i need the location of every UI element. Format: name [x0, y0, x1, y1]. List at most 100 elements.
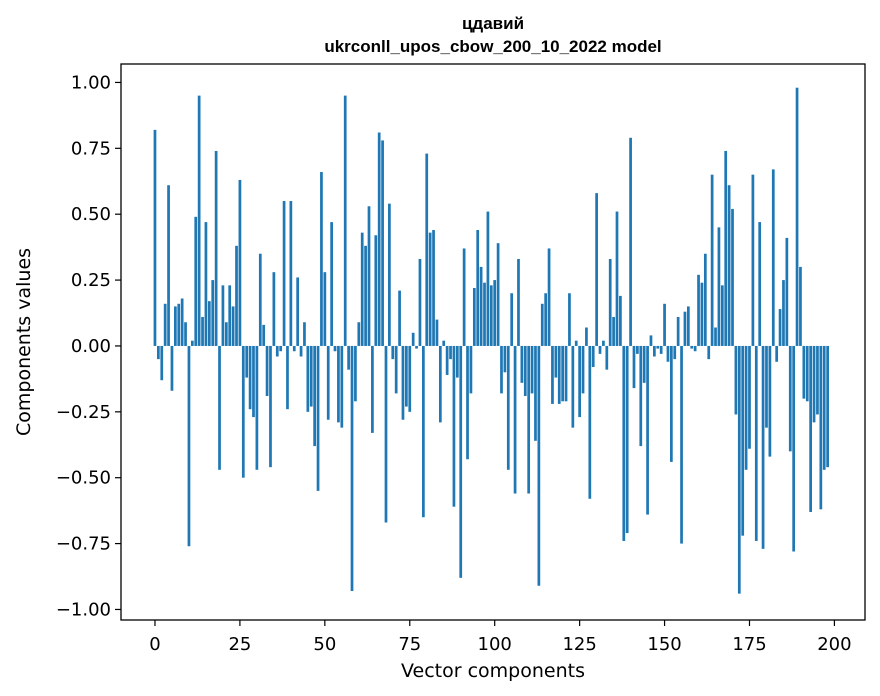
- bar-36: [275, 345, 279, 357]
- bar-9: [184, 322, 187, 346]
- bar-126: [581, 345, 585, 394]
- bar-171: [734, 345, 738, 415]
- bar-39: [286, 345, 289, 410]
- bar-3: [163, 303, 167, 346]
- bar-120: [561, 345, 564, 402]
- bar-97: [483, 282, 486, 346]
- bar-118: [554, 345, 558, 378]
- bar-183: [775, 345, 779, 362]
- bar-54: [337, 345, 340, 423]
- chart-subtitle: ukrconll_upos_cbow_200_10_2022 model: [324, 37, 661, 56]
- bar-79: [422, 345, 425, 518]
- bar-43: [299, 345, 303, 357]
- bar-29: [252, 345, 255, 418]
- x-tick-label: 50: [313, 634, 336, 655]
- bar-186: [785, 237, 789, 346]
- bar-141: [632, 345, 636, 389]
- bar-106: [513, 345, 517, 494]
- bar-188: [792, 345, 796, 552]
- y-tick-label: 0.50: [71, 204, 111, 225]
- bar-52: [330, 222, 333, 346]
- bar-197: [822, 345, 826, 470]
- bar-168: [724, 150, 728, 346]
- x-tick-label: 0: [149, 634, 160, 655]
- bar-49: [320, 172, 323, 346]
- x-axis-label: Vector components: [401, 660, 585, 682]
- bar-185: [782, 280, 785, 346]
- bar-128: [588, 345, 592, 499]
- bar-104: [506, 345, 510, 470]
- bar-28: [248, 345, 252, 410]
- bar-182: [771, 169, 775, 346]
- bar-72: [398, 290, 401, 346]
- bar-59: [354, 345, 357, 402]
- bar-2: [160, 345, 164, 381]
- bar-173: [741, 345, 745, 536]
- bar-146: [649, 335, 653, 346]
- bar-76: [411, 332, 415, 346]
- bar-86: [445, 345, 449, 375]
- bar-8: [180, 298, 184, 346]
- bar-114: [540, 303, 544, 346]
- bar-85: [442, 340, 446, 346]
- bar-15: [204, 222, 208, 346]
- bar-62: [364, 245, 367, 346]
- bar-187: [788, 345, 792, 452]
- bar-169: [727, 185, 731, 346]
- bar-172: [737, 345, 741, 594]
- bar-30: [255, 345, 259, 470]
- bar-11: [190, 340, 194, 346]
- bar-93: [469, 345, 473, 394]
- bar-148: [656, 345, 660, 349]
- bar-177: [754, 345, 758, 541]
- bar-66: [377, 132, 381, 346]
- bar-68: [384, 345, 388, 523]
- bar-159: [693, 345, 697, 352]
- bar-174: [744, 345, 748, 470]
- bar-74: [405, 345, 408, 407]
- bar-117: [551, 345, 554, 404]
- bar-165: [714, 327, 717, 346]
- bar-5: [170, 345, 174, 391]
- bar-12: [194, 216, 198, 346]
- bar-153: [673, 345, 677, 360]
- bar-16: [207, 301, 211, 346]
- bar-195: [816, 345, 819, 415]
- bar-161: [700, 282, 704, 346]
- bar-154: [676, 316, 680, 346]
- bar-13: [197, 95, 201, 346]
- bar-131: [598, 345, 602, 354]
- bar-83: [435, 319, 439, 346]
- bar-14: [201, 316, 204, 346]
- bar-51: [326, 345, 330, 420]
- bar-41: [292, 345, 296, 352]
- bar-137: [619, 295, 622, 346]
- bar-121: [564, 345, 568, 402]
- bar-194: [812, 345, 816, 423]
- bar-130: [595, 193, 598, 346]
- y-axis-ticks: −1.00 −0.75 −0.50 −0.25 0.00 0.25 0.50 0.75 1.00: [56, 72, 121, 620]
- x-tick-label: 175: [732, 634, 766, 655]
- bar-48: [316, 345, 320, 491]
- bar-122: [568, 293, 571, 346]
- bar-150: [663, 303, 666, 346]
- bar-60: [357, 322, 361, 346]
- bar-133: [605, 345, 609, 370]
- bar-96: [479, 266, 483, 346]
- bar-34: [269, 345, 272, 468]
- bar-94: [472, 287, 476, 346]
- bar-25: [238, 179, 242, 346]
- bar-22: [228, 285, 232, 346]
- chart-title: цдавий: [462, 14, 524, 33]
- bar-80: [425, 153, 429, 346]
- bar-57: [347, 345, 350, 370]
- bar-77: [415, 345, 418, 349]
- bar-87: [449, 345, 452, 360]
- bar-100: [493, 280, 497, 346]
- bar-65: [374, 235, 378, 346]
- bar-139: [625, 345, 629, 534]
- bar-124: [574, 340, 578, 346]
- y-tick-label: 0.75: [71, 138, 111, 159]
- bar-119: [557, 345, 561, 404]
